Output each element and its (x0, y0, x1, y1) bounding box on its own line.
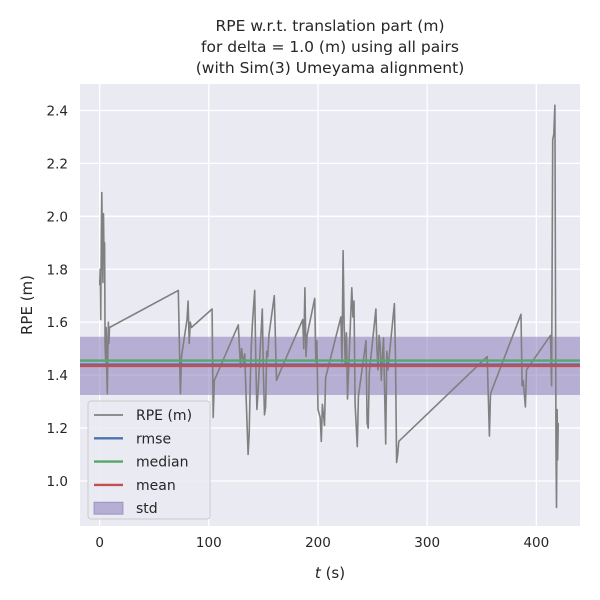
legend-items: RPE (m) rmse median mean std (93, 408, 192, 517)
legend-label-mean: mean (136, 478, 176, 494)
y-tick-label: 1.0 (47, 474, 68, 490)
stat-lines-layer (80, 359, 580, 368)
legend-label-rmse: rmse (136, 431, 171, 447)
legend-label-rpe: RPE (m) (136, 408, 192, 424)
y-tick-label: 2.0 (47, 209, 68, 225)
y-axis-label: RPE (m) (18, 275, 36, 335)
y-tick-label: 1.2 (47, 421, 68, 437)
y-tick-labels: 1.0 1.2 1.4 1.6 1.8 2.0 2.2 2.4 (47, 103, 68, 490)
y-tick-label: 2.4 (47, 103, 68, 119)
y-tick-label: 1.6 (47, 315, 68, 331)
legend-label-median: median (136, 455, 188, 471)
y-tick-label: 1.8 (47, 262, 68, 278)
legend-label-std: std (136, 501, 158, 517)
y-tick-label: 1.4 (47, 368, 68, 384)
legend-box (87, 400, 211, 520)
x-axis-label-unit: (s) (321, 564, 345, 582)
x-tick-label: 100 (196, 535, 222, 551)
x-axis-label: t (s) (315, 564, 345, 582)
x-axis-label-variable: t (315, 564, 322, 582)
x-tick-labels: 0 100 200 300 400 (95, 535, 549, 551)
rpe-series-layer (98, 104, 559, 509)
x-tick-label: 300 (414, 535, 440, 551)
x-tick-label: 200 (305, 535, 331, 551)
y-tick-label: 2.2 (47, 156, 68, 172)
x-tick-label: 400 (523, 535, 549, 551)
x-tick-label: 0 (95, 535, 104, 551)
chart-title-line-2: for delta = 1.0 (m) using all pairs (201, 38, 459, 56)
legend: RPE (m) rmse median mean std (87, 400, 211, 520)
chart-title-line-1: RPE w.r.t. translation part (m) (215, 17, 444, 35)
chart-title-line-3: (with Sim(3) Umeyama alignment) (196, 59, 465, 77)
rpe-series-line (98, 104, 559, 509)
legend-swatch-std (93, 501, 124, 515)
